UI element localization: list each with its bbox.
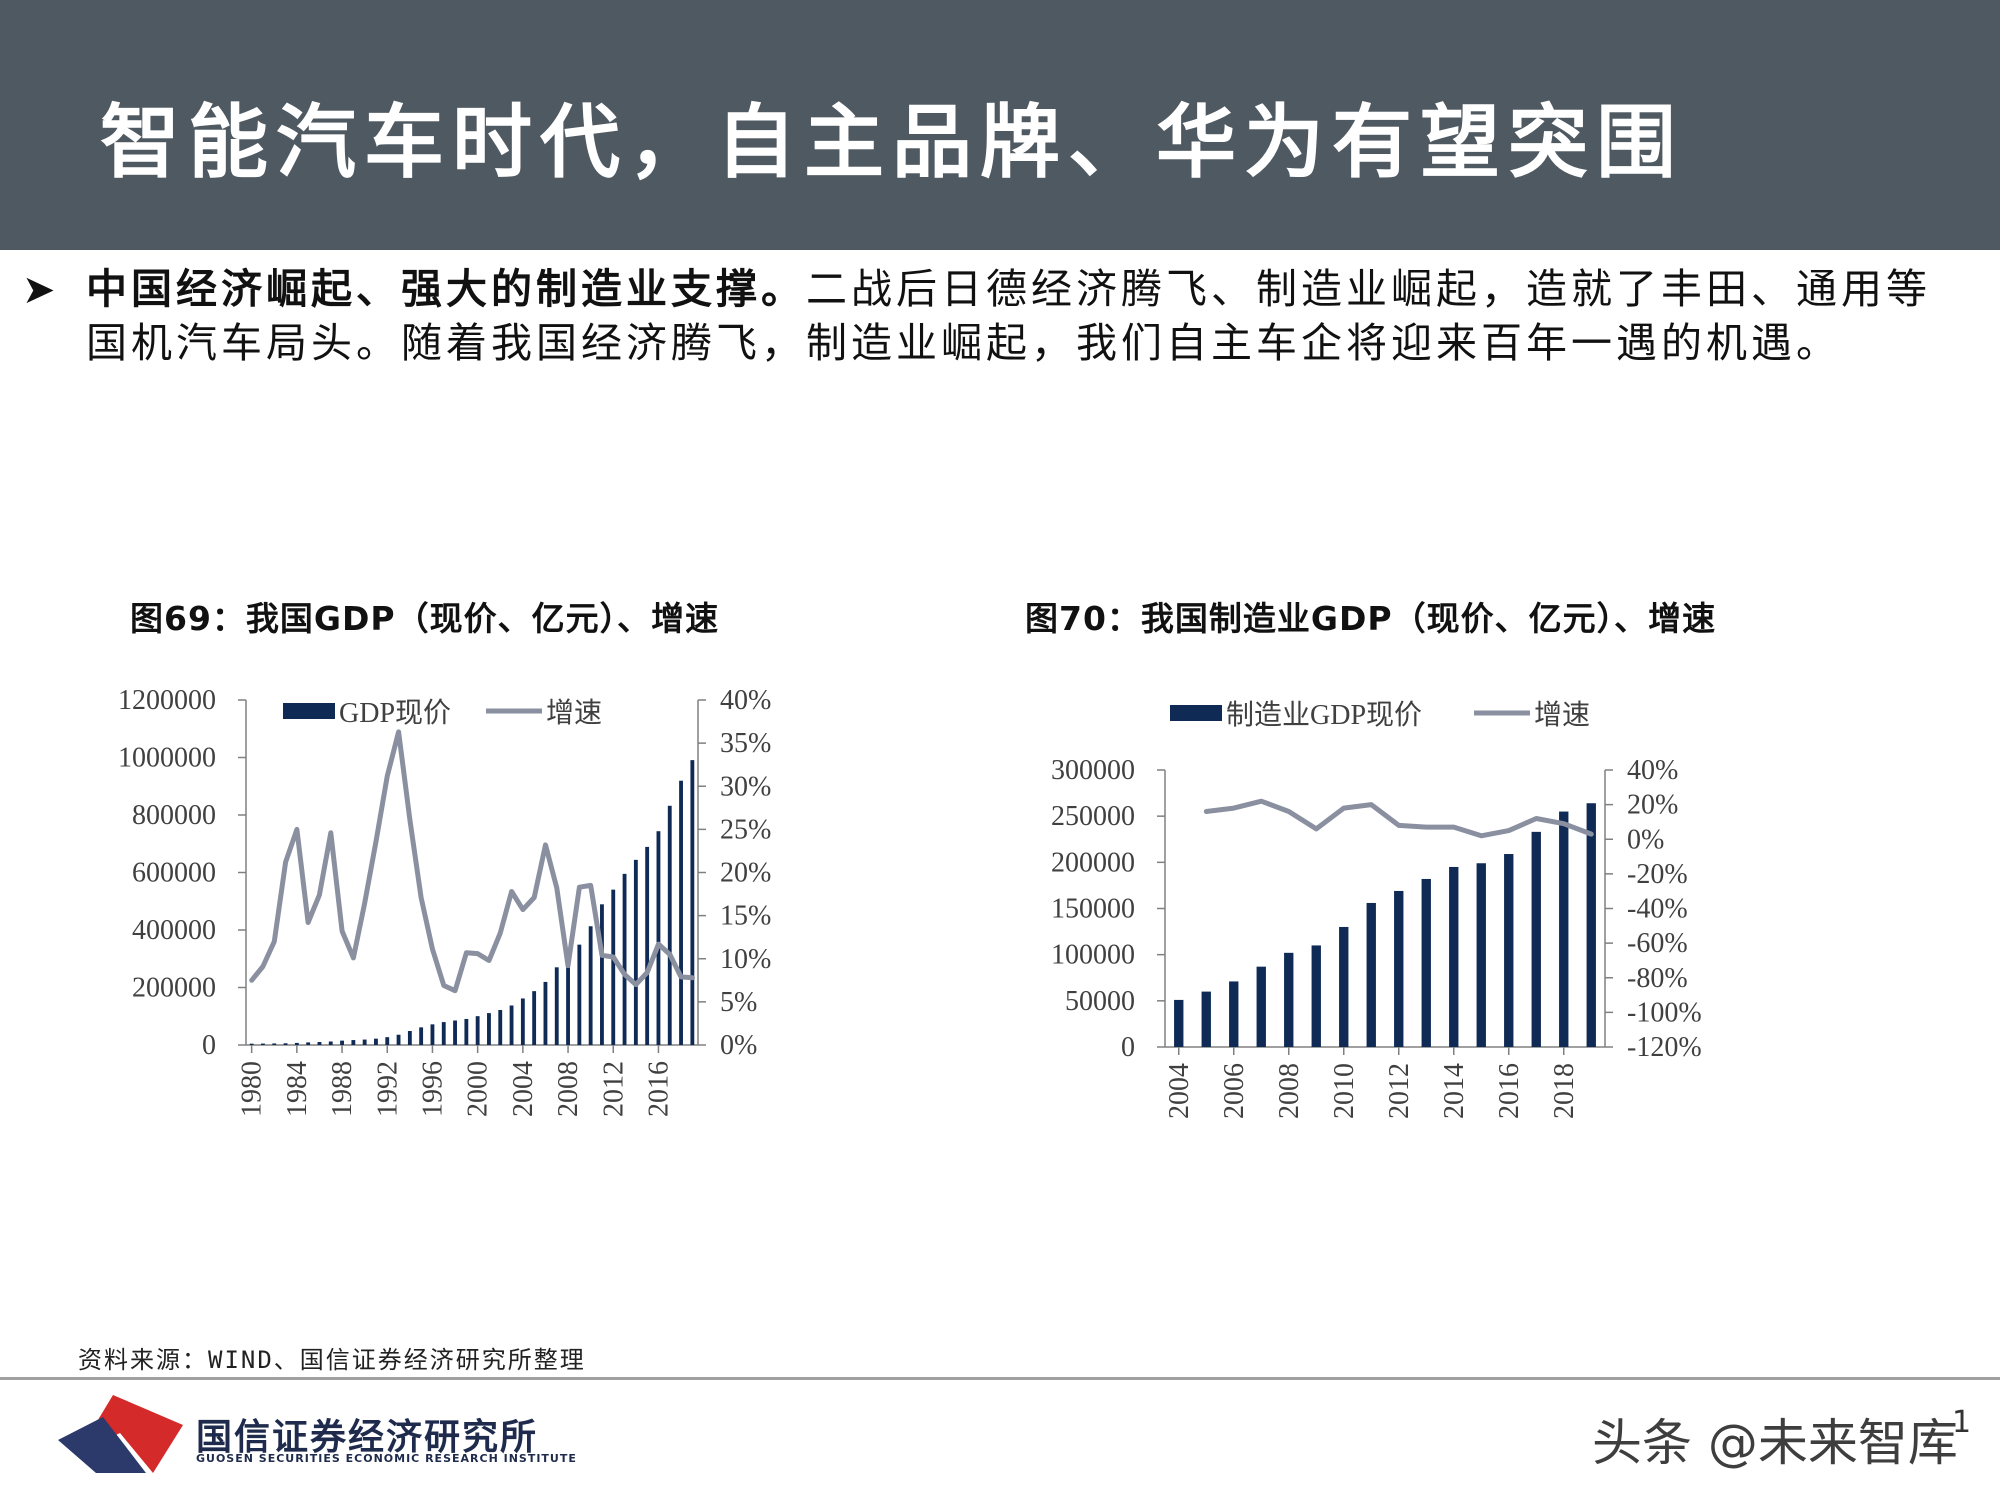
x-tick-label: 2016	[1494, 1063, 1525, 1119]
left-y-tick-label: 200000	[1051, 847, 1135, 878]
x-tick-label: 2014	[1439, 1063, 1470, 1119]
right-y-tick-label: -120%	[1627, 1032, 1702, 1063]
left-y-tick-label: 300000	[1051, 755, 1135, 786]
right-y-tick-label: 0%	[1627, 824, 1664, 855]
x-tick-label: 2012	[1384, 1063, 1415, 1119]
bar-2005	[1202, 992, 1211, 1047]
bar-2014	[1449, 867, 1458, 1047]
bar-2006	[1229, 981, 1238, 1047]
x-tick-label: 2010	[1329, 1063, 1360, 1119]
right-y-tick-label: 20%	[1627, 790, 1678, 821]
bar-2015	[1477, 863, 1486, 1047]
legend-bar-label: 制造业GDP现价	[1226, 699, 1422, 731]
bar-2019	[1587, 803, 1596, 1047]
right-y-tick-label: -60%	[1627, 928, 1688, 959]
left-y-tick-label: 50000	[1065, 986, 1135, 1017]
watermark-text: 头条 @未来智库	[1592, 1403, 1958, 1475]
guosen-logo-icon	[58, 1395, 188, 1475]
left-y-tick-label: 150000	[1051, 894, 1135, 925]
bar-2009	[1312, 945, 1321, 1047]
bar-2004	[1174, 1000, 1183, 1047]
bar-2016	[1504, 854, 1513, 1047]
bar-2018	[1559, 812, 1568, 1047]
footer-divider	[0, 1377, 2000, 1380]
growth-line	[1206, 801, 1591, 836]
bar-2013	[1422, 879, 1431, 1047]
left-y-tick-label: 250000	[1051, 801, 1135, 832]
x-tick-label: 2006	[1219, 1063, 1250, 1119]
x-tick-label: 2018	[1549, 1063, 1580, 1119]
x-tick-label: 2004	[1164, 1063, 1195, 1119]
right-y-tick-label: -40%	[1627, 894, 1688, 925]
right-y-tick-label: 40%	[1627, 755, 1678, 786]
bar-2007	[1257, 967, 1266, 1047]
right-y-tick-label: -100%	[1627, 997, 1702, 1028]
left-y-tick-label: 0	[1121, 1032, 1135, 1063]
x-tick-label: 2008	[1274, 1063, 1305, 1119]
legend-line-label: 增速	[1534, 699, 1590, 731]
right-y-tick-label: -80%	[1627, 963, 1688, 994]
source-note: 资料来源：WIND、国信证券经济研究所整理	[78, 1340, 586, 1375]
left-y-tick-label: 100000	[1051, 940, 1135, 971]
right-y-tick-label: -20%	[1627, 859, 1688, 890]
bar-2017	[1532, 832, 1541, 1047]
legend-bar-swatch	[1170, 705, 1222, 721]
bar-2012	[1394, 891, 1403, 1047]
bar-2010	[1339, 927, 1348, 1047]
logo-name-en: GUOSEN SECURITIES ECONOMIC RESEARCH INST…	[196, 1452, 577, 1465]
page-number: 1	[1952, 1405, 1971, 1440]
bar-2011	[1367, 903, 1376, 1047]
bar-2008	[1284, 953, 1293, 1047]
